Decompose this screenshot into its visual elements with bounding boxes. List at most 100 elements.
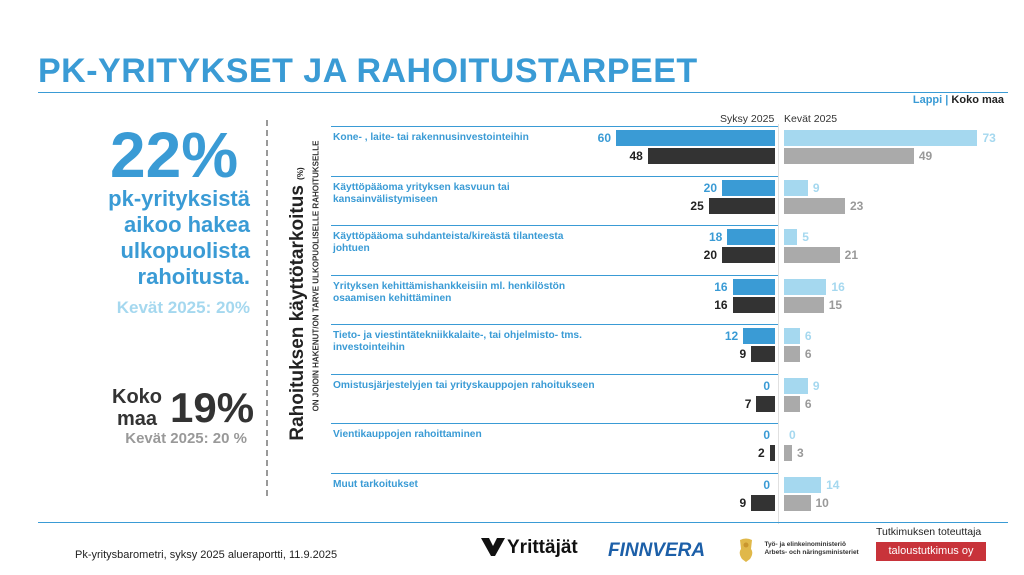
national-percentage: 19% <box>170 384 255 431</box>
bar-s25k <box>769 445 775 461</box>
row-separator <box>331 225 778 226</box>
bar-k25 <box>784 328 800 344</box>
data-label-s25: 0 <box>763 378 770 393</box>
legend-separator: | <box>945 94 949 106</box>
category-label: Yrityksen kehittämishankkeisiin ml. henk… <box>333 280 566 304</box>
finnvera-text: FINNVERA <box>608 540 706 561</box>
tem-logo: Työ- ja elinkeinoministeriö Arbets- och … <box>736 537 864 563</box>
title-divider <box>38 92 1008 93</box>
data-label-s25k: 16 <box>714 297 728 312</box>
bar-k25k <box>784 197 845 214</box>
page-title: PK-YRITYKSET JA RAHOITUSTARPEET <box>38 52 698 90</box>
data-label-s25: 60 <box>597 131 611 145</box>
category-label: Vientikauppojen rahoittaminen <box>333 429 482 440</box>
bar-s25k <box>756 395 775 412</box>
category-label: Omistusjärjestelyjen tai yrityskauppojen… <box>333 379 595 391</box>
data-label-s25: 0 <box>763 477 770 492</box>
data-label-k25k: 6 <box>804 396 812 411</box>
row-separator <box>331 423 778 424</box>
row-separator <box>331 175 778 177</box>
bar-s25k <box>708 197 775 214</box>
bar-k25 <box>784 476 822 493</box>
bar-s25 <box>722 179 775 196</box>
headline-description: pk-yrityksistä aikoo hakea ulkopuolista … <box>108 186 250 289</box>
bar-s25 <box>743 328 775 344</box>
data-label-s25k: 9 <box>739 347 747 361</box>
bar-k25k <box>784 346 800 362</box>
bar-k25 <box>784 229 798 245</box>
data-label-s25: 20 <box>703 180 717 195</box>
region-legend: Lappi | Koko maa <box>913 94 1004 106</box>
legend-lappi: Lappi <box>912 94 943 106</box>
national-label: Koko maa <box>112 386 162 430</box>
bar-k25k <box>784 395 800 412</box>
legend-koko-maa: Koko maa <box>951 94 1004 106</box>
data-label-k25: 0 <box>789 428 796 442</box>
row-separator <box>331 472 778 474</box>
data-label-s25: 12 <box>724 329 739 343</box>
data-label-k25k: 3 <box>796 446 804 460</box>
data-label-s25k: 2 <box>758 446 765 460</box>
data-label-k25k: 23 <box>849 198 864 213</box>
category-label: Muut tarkoitukset <box>333 478 418 490</box>
data-label-k25: 6 <box>804 329 812 343</box>
data-label-k25: 16 <box>831 279 845 294</box>
data-label-s25k: 20 <box>703 248 717 262</box>
data-label-k25: 5 <box>802 230 809 244</box>
category-label: Kone- , laite- tai rakennusinvestointeih… <box>333 132 529 143</box>
vertical-chart-title: Rahoituksen käyttötarkoitus (%) <box>287 167 309 440</box>
bar-k25k <box>784 247 840 263</box>
data-label-k25k: 10 <box>815 495 829 510</box>
bar-s25 <box>616 130 775 146</box>
data-label-s25: 18 <box>708 230 723 244</box>
data-label-k25: 73 <box>982 131 996 145</box>
vertical-title-text: Rahoituksen käyttötarkoitus <box>287 185 308 441</box>
bar-s25k <box>722 247 775 263</box>
bar-s25 <box>727 229 775 245</box>
data-label-k25k: 6 <box>804 347 812 361</box>
dashed-divider <box>266 120 268 496</box>
vertical-chart-subtitle: ON JOIOIN HAKENUT/ON TARVE ULKOPUOLISELL… <box>311 140 321 412</box>
data-label-s25k: 48 <box>629 149 643 163</box>
column-header-syksy: Syksy 2025 <box>720 113 775 125</box>
finnvera-logo: FINNVERA <box>608 540 705 562</box>
column-header-kevat: Kevät 2025 <box>784 113 838 125</box>
chart-center-axis <box>778 124 779 524</box>
headline-previous: Kevät 2025: 20% <box>116 298 250 317</box>
source-note: Pk-yritysbarometri, syksy 2025 aluerapor… <box>75 549 338 561</box>
national-previous: Kevät 2025: 20 % <box>125 430 247 447</box>
data-label-k25: 9 <box>812 180 820 195</box>
data-label-k25k: 15 <box>828 297 843 312</box>
bar-k25 <box>784 278 827 295</box>
bar-k25k <box>784 494 811 511</box>
bar-k25 <box>784 130 978 146</box>
row-separator <box>331 274 778 276</box>
tem-text: Työ- ja elinkeinoministeriö Arbets- och … <box>764 541 859 556</box>
data-label-k25k: 21 <box>844 248 858 262</box>
vertical-title-unit: (%) <box>296 167 305 180</box>
research-label: Tutkimuksen toteuttaja <box>876 526 982 538</box>
lion-crest-icon <box>739 538 753 562</box>
data-label-s25k: 25 <box>690 198 704 213</box>
data-label-s25k: 7 <box>744 396 752 411</box>
research-org-badge: taloustutkimus oy <box>876 542 986 561</box>
category-label: Käyttöpääoma suhdanteista/kireästä tilan… <box>333 231 564 254</box>
bar-k25k <box>784 296 824 313</box>
bar-s25 <box>732 278 775 295</box>
data-label-s25: 0 <box>763 428 770 442</box>
data-label-k25: 14 <box>826 477 840 492</box>
row-separator <box>331 373 778 375</box>
row-separator <box>331 126 778 127</box>
footer-divider <box>38 522 1008 523</box>
yrittajat-logo: Yrittäjät <box>481 537 578 559</box>
yrittajat-icon <box>481 538 505 556</box>
bar-k25 <box>784 377 808 394</box>
bar-k25k <box>784 148 914 164</box>
bar-k25k <box>784 445 792 461</box>
data-label-s25k: 9 <box>739 495 747 510</box>
data-label-k25: 9 <box>812 378 820 393</box>
row-separator <box>331 324 778 325</box>
bar-s25k <box>732 296 775 313</box>
category-label: Tieto- ja viestintätekniikkalaite-, tai … <box>333 330 582 353</box>
data-label-k25k: 49 <box>918 149 933 163</box>
